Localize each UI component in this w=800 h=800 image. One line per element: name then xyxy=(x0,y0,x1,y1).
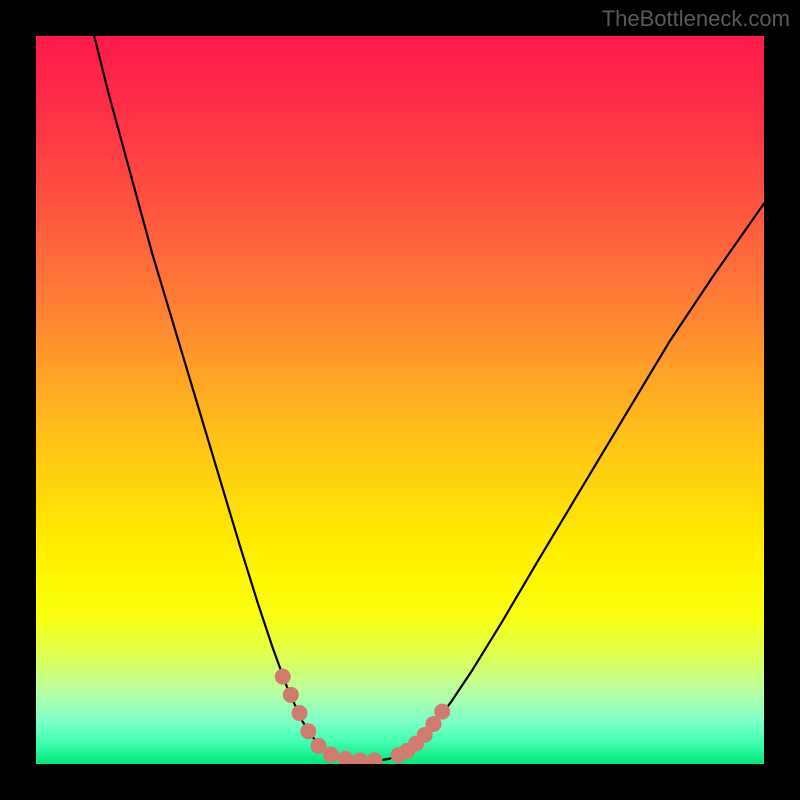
bottleneck-curve xyxy=(94,36,764,761)
data-marker xyxy=(300,723,316,739)
data-marker xyxy=(283,687,299,703)
marker-group xyxy=(275,669,450,764)
curve-layer xyxy=(36,36,764,764)
watermark-text: TheBottleneck.com xyxy=(602,6,790,32)
data-marker xyxy=(275,669,291,685)
data-marker xyxy=(434,704,450,720)
data-marker xyxy=(337,751,353,764)
data-marker xyxy=(367,752,383,764)
plot-area xyxy=(36,36,764,764)
chart-container: TheBottleneck.com xyxy=(0,0,800,800)
data-marker xyxy=(323,747,339,763)
data-marker xyxy=(292,705,308,721)
data-marker xyxy=(352,752,368,764)
